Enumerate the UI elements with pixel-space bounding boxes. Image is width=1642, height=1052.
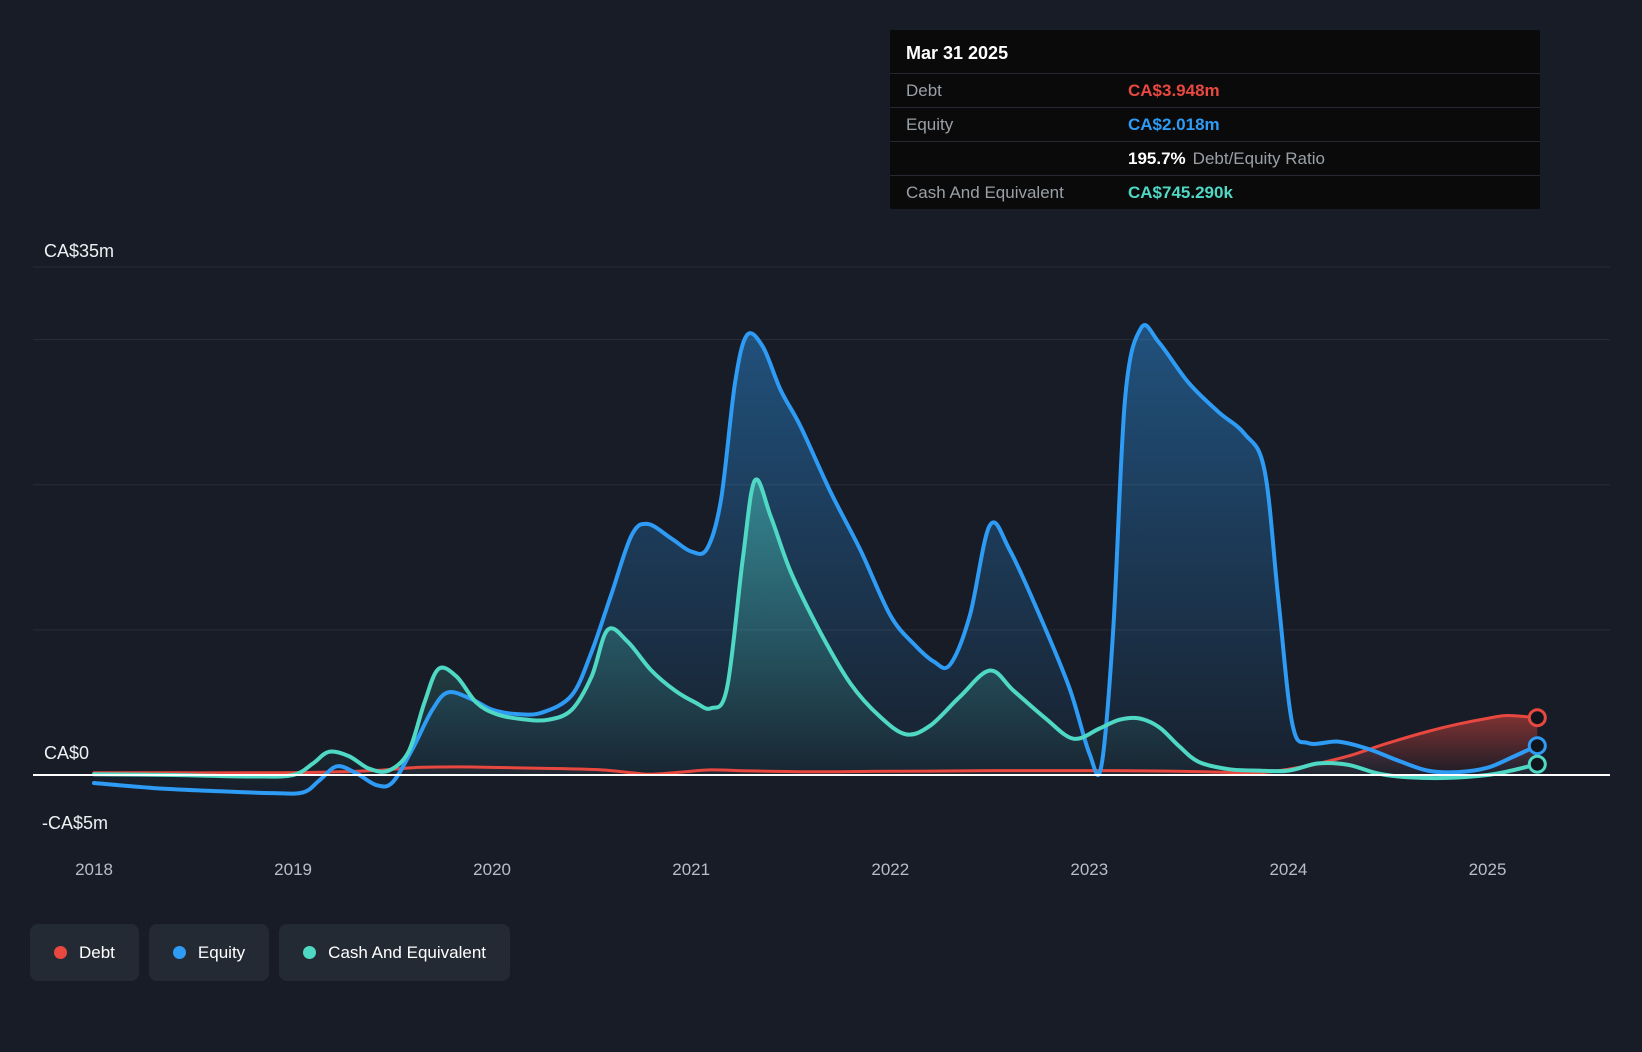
- equity-legend-dot-icon: [173, 946, 186, 959]
- tooltip-row: Cash And EquivalentCA$745.290k: [890, 175, 1540, 209]
- debt-legend-dot-icon: [54, 946, 67, 959]
- tooltip-row-value: CA$745.290k: [1128, 183, 1233, 203]
- tooltip-date: Mar 31 2025: [890, 30, 1540, 73]
- chart-legend: Debt Equity Cash And Equivalent: [30, 924, 510, 981]
- x-tick-label: 2018: [75, 860, 113, 880]
- tooltip-row-value: 195.7%: [1128, 149, 1186, 169]
- x-tick-label: 2019: [274, 860, 312, 880]
- tooltip-row-value: CA$2.018m: [1128, 115, 1220, 135]
- tooltip-row-value: CA$3.948m: [1128, 81, 1220, 101]
- y-axis-label-zero: CA$0: [44, 742, 89, 764]
- legend-item-label: Cash And Equivalent: [328, 943, 486, 963]
- tooltip-row-suffix: Debt/Equity Ratio: [1193, 149, 1325, 169]
- tooltip-row-label: Cash And Equivalent: [906, 183, 1128, 203]
- x-tick-label: 2022: [871, 860, 909, 880]
- cash-and-equivalent-endpoint-marker[interactable]: [1529, 756, 1545, 772]
- legend-item-equity[interactable]: Equity: [149, 924, 269, 981]
- tooltip-row: EquityCA$2.018m: [890, 107, 1540, 141]
- debt-equity-history-chart: CA$35m CA$0 -CA$5m 201820192020202120222…: [0, 0, 1642, 1052]
- series-areas: [94, 325, 1537, 794]
- legend-item-cash-and-equivalent[interactable]: Cash And Equivalent: [279, 924, 510, 981]
- series-markers: [1529, 710, 1545, 773]
- legend-item-label: Equity: [198, 943, 245, 963]
- x-tick-label: 2025: [1469, 860, 1507, 880]
- x-tick-label: 2023: [1070, 860, 1108, 880]
- y-axis-label-min: -CA$5m: [42, 812, 108, 834]
- tooltip-row: DebtCA$3.948m: [890, 73, 1540, 107]
- debt-endpoint-marker[interactable]: [1529, 710, 1545, 726]
- chart-tooltip: Mar 31 2025 DebtCA$3.948mEquityCA$2.018m…: [890, 30, 1540, 209]
- cash-and-equivalent-legend-dot-icon: [303, 946, 316, 959]
- equity-endpoint-marker[interactable]: [1529, 738, 1545, 754]
- legend-item-label: Debt: [79, 943, 115, 963]
- x-tick-label: 2021: [672, 860, 710, 880]
- tooltip-row-label: Debt: [906, 81, 1128, 101]
- x-tick-label: 2024: [1269, 860, 1307, 880]
- tooltip-row-label: Equity: [906, 115, 1128, 135]
- y-axis-label-max: CA$35m: [44, 240, 114, 262]
- tooltip-row: 195.7% Debt/Equity Ratio: [890, 141, 1540, 175]
- x-axis: 2018 2019 2020 2021 2022 2023 2024 2025: [0, 860, 1642, 884]
- legend-item-debt[interactable]: Debt: [30, 924, 139, 981]
- x-tick-label: 2020: [473, 860, 511, 880]
